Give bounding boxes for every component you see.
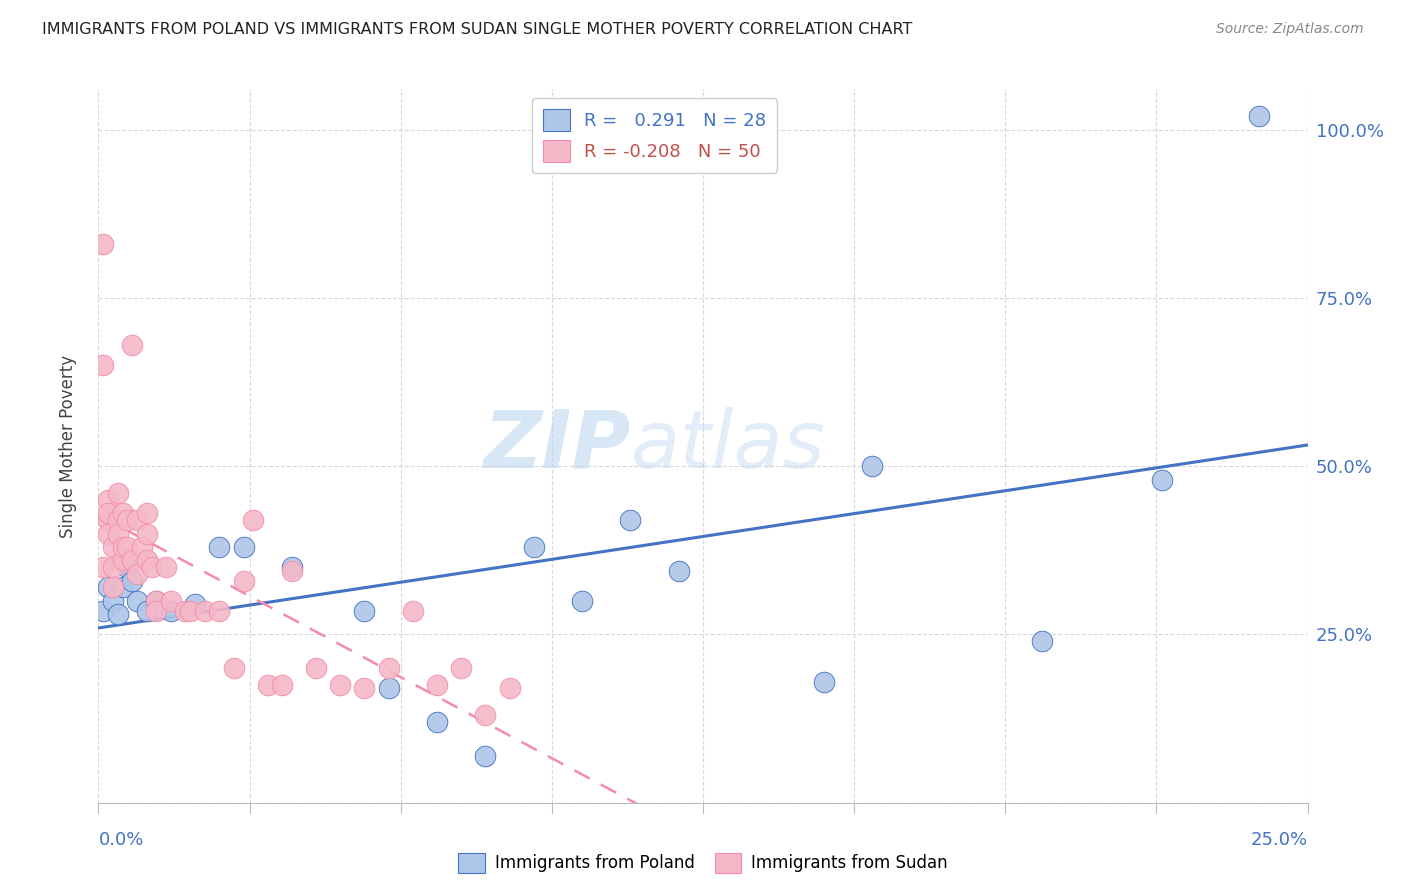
Point [107,526,129,541]
Point [97,526,120,541]
Point [426,714,449,729]
Point [97,580,120,594]
Point [91,604,114,618]
Point [117,560,139,574]
Point [121,338,143,352]
Point [179,604,201,618]
Point [101,580,124,594]
Point [107,607,129,622]
Point [135,526,157,541]
Text: Single Mother Poverty: Single Mother Poverty [59,354,77,538]
Legend: Immigrants from Poland, Immigrants from Sudan: Immigrants from Poland, Immigrants from … [451,847,955,880]
Point [160,594,183,608]
Point [97,492,120,507]
Point [474,748,496,763]
Point [256,678,278,692]
Point [160,604,183,618]
Point [145,604,167,618]
Point [860,459,883,474]
Point [1152,473,1174,487]
Point [107,513,129,527]
Point [232,540,254,554]
Point [107,486,129,500]
Point [571,594,593,608]
Point [101,540,124,554]
Point [232,574,254,588]
Point [498,681,520,696]
Point [127,513,149,527]
Point [353,604,375,618]
Point [329,678,352,692]
Point [619,513,641,527]
Point [353,681,375,696]
Point [377,681,399,696]
Legend: R =   0.291   N = 28, R = -0.208   N = 50: R = 0.291 N = 28, R = -0.208 N = 50 [531,98,778,173]
Point [127,594,149,608]
Point [271,678,294,692]
Point [194,604,217,618]
Point [208,540,231,554]
Text: 0.0%: 0.0% [98,831,143,849]
Point [1031,634,1053,648]
Point [305,661,328,675]
Point [141,560,163,574]
Point [91,358,114,372]
Point [91,237,114,252]
Point [101,594,124,608]
Text: ZIP: ZIP [484,407,630,485]
Point [127,566,149,581]
Point [135,604,157,618]
Point [474,708,496,723]
Point [523,540,546,554]
Point [377,661,399,675]
Point [111,540,134,554]
Point [426,678,449,692]
Point [135,506,157,520]
Point [97,506,120,520]
Point [91,560,114,574]
Text: 25.0%: 25.0% [1250,831,1308,849]
Point [111,580,134,594]
Point [111,553,134,567]
Point [668,564,690,578]
Point [281,564,304,578]
Text: atlas: atlas [630,407,825,485]
Point [184,597,207,611]
Point [121,574,143,588]
Point [117,513,139,527]
Point [131,540,153,554]
Point [97,513,120,527]
Point [281,560,304,574]
Point [117,540,139,554]
Point [813,674,835,689]
Point [208,604,231,618]
Point [111,506,134,520]
Point [242,513,264,527]
Point [145,594,167,608]
Point [145,594,167,608]
Point [1249,109,1271,123]
Point [402,604,425,618]
Point [101,560,124,574]
Text: IMMIGRANTS FROM POLAND VS IMMIGRANTS FROM SUDAN SINGLE MOTHER POVERTY CORRELATIO: IMMIGRANTS FROM POLAND VS IMMIGRANTS FRO… [42,22,912,37]
Point [222,661,245,675]
Text: Source: ZipAtlas.com: Source: ZipAtlas.com [1216,22,1364,37]
Point [155,560,177,574]
Point [121,553,143,567]
Point [135,553,157,567]
Point [174,604,197,618]
Point [450,661,472,675]
